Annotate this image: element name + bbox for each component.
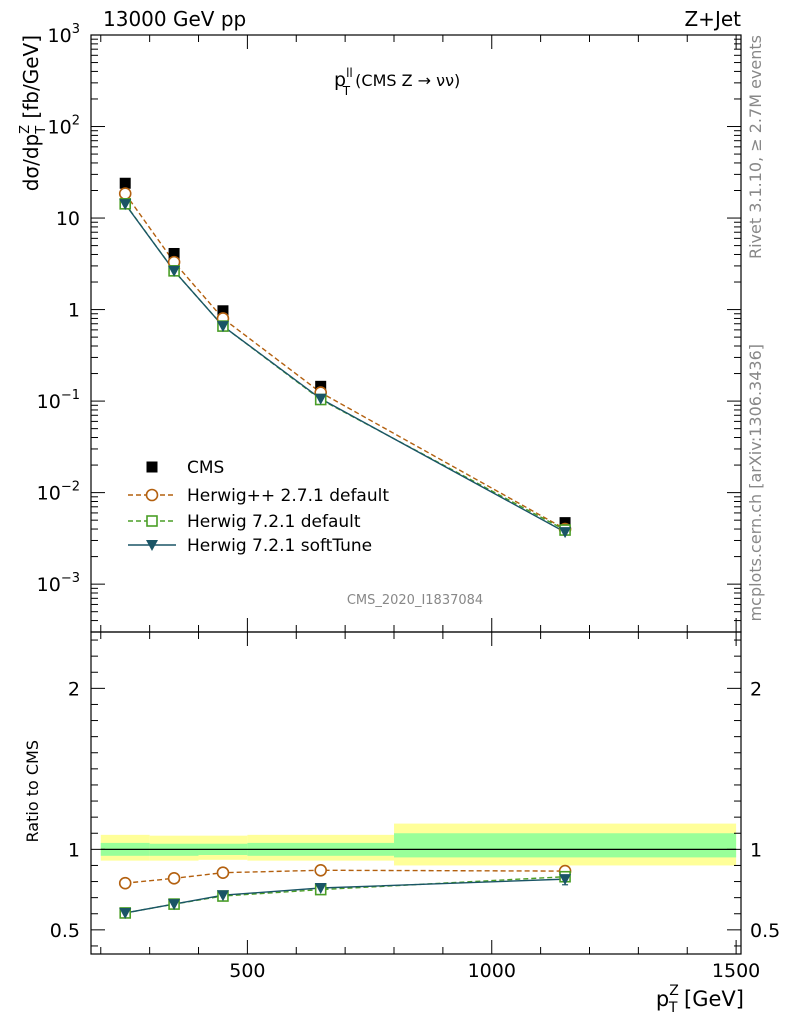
ylabel-b: [fb/GeV] [19,35,43,125]
header-right: Z+Jet [684,7,741,31]
ytick-exp: 2 [72,114,80,129]
axis-ticks [91,34,741,954]
plot-title-main: p [334,69,346,91]
ytick-base: 10 [48,25,72,47]
ratio-point-0-2 [216,866,230,879]
ytick-base: 1 [68,300,80,322]
ratio-ytick-label-left: 0.5 [50,920,80,942]
legend-label-0: CMS [187,458,224,478]
ratio-ytick-label-right: 0.5 [750,920,780,942]
main-point-0-4 [559,517,571,529]
analysis-watermark: CMS_2020_I1837084 [347,593,483,608]
ratio-point-2-4 [559,874,572,886]
ratio-panel-frame [90,631,742,955]
xtick-label: 1000 [468,960,516,982]
ratio-ytick-label-right: 2 [750,678,762,700]
xtick-label: 500 [229,960,265,982]
xtick-label: 1500 [712,960,760,982]
ytick-base: 10 [37,574,61,596]
main-ytick-label: 10−1 [37,388,80,413]
ratio-point-2-1 [168,899,181,911]
main-ytick-label: 102 [48,114,80,139]
ylabel-sub: T [34,126,49,135]
ratio-point-2-3 [314,882,327,894]
ratio-point-2-0 [119,907,132,919]
rivet-label: Rivet 3.1.10, ≥ 2.7M events [746,35,765,259]
ytick-exp: −2 [61,480,80,495]
main-line-1 [124,193,566,530]
ratio-point-0-0 [118,876,132,890]
ratio-point-0-3 [314,863,327,877]
main-point-3-3 [314,393,327,405]
plot-frames [90,34,742,955]
legend-marker-2 [146,515,158,527]
ratio-point-2-2 [216,890,229,902]
legend-label-3: Herwig 7.2.1 softTune [187,536,372,556]
ratio-y-axis-label: Ratio to CMS [23,740,42,842]
plot-title-sub: T [342,84,351,98]
ratio-uncertainty-bands [100,823,737,866]
ratio-point-0-1 [167,872,181,885]
main-ytick-label: 1 [68,300,80,322]
main-line-3 [124,203,566,533]
ylabel-a: dσ/dp [19,134,43,192]
main-point-3-0 [119,199,132,211]
ratio-ytick-label-left: 2 [68,678,80,700]
main-ytick-label: 10−2 [37,480,80,505]
main-y-axis-label: dσ/dpTZ [fb/GeV] [18,35,49,191]
plot-title-sup: ll [346,66,353,80]
xlabel-a: p [656,987,669,1011]
main-point-3-1 [168,265,181,277]
legend-label-2: Herwig 7.2.1 default [187,512,361,532]
main-point-0-2 [217,305,229,317]
plot-title: pll T (CMS Z → νν) [334,66,460,98]
band-inner-4 [394,833,737,858]
ytick-base: 10 [48,117,72,139]
main-ytick-label: 10 [56,208,80,230]
ytick-exp: −3 [61,571,80,586]
ytick-base: 10 [37,391,61,413]
ytick-exp: −1 [61,388,80,403]
main-ytick-label: 10−3 [37,571,80,596]
main-point-0-1 [168,247,180,259]
main-point-3-4 [559,527,572,539]
ytick-exp: 3 [72,22,80,37]
legend-marker-1 [145,488,159,502]
xlabel-b: [GeV] [677,987,744,1011]
ratio-line-2 [125,878,566,914]
main-panel-series [118,177,572,539]
ytick-base: 10 [37,483,61,505]
main-ytick-label: 103 [48,22,80,47]
ytick-base: 10 [56,208,80,230]
x-axis-label: pZ T [GeV] [656,983,744,1016]
ratio-panel-series [118,863,572,919]
plot-title-rest: (CMS Z → νν) [350,71,460,90]
main-line-2 [124,203,566,531]
legend-marker-0 [146,461,158,473]
header-left: 13000 GeV pp [103,7,246,31]
main-point-1-0 [118,187,132,200]
legend-marker-3 [146,540,158,551]
xlabel-sub: T [668,1000,678,1016]
ylabel-sup: Z [18,125,33,134]
ratio-ytick-label-left: 1 [68,839,80,861]
xlabel-sup: Z [669,983,679,999]
mcplots-label: mcplots.cern.ch [arXiv:1306.3436] [746,344,765,621]
legend-label-1: Herwig++ 2.7.1 default [187,486,389,506]
main-point-3-2 [216,321,229,333]
ratio-ytick-label-right: 1 [750,839,762,861]
main-point-0-0 [119,177,131,189]
